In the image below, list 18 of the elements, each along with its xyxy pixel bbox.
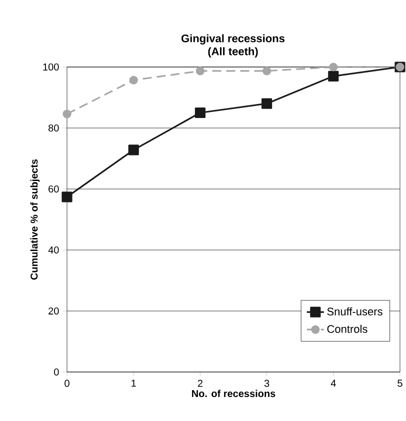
y-tick-label: 20 [48, 307, 59, 315]
y-tick-label: 60 [48, 185, 59, 193]
chart-title: Gingival recessions [181, 34, 284, 45]
x-axis-title: No. of recessions [192, 390, 276, 398]
legend-label: Snuff-users [327, 307, 382, 316]
x-tick-label: 5 [398, 380, 402, 387]
x-tick-label: 4 [330, 380, 336, 387]
y-tick-label: 40 [48, 246, 59, 254]
x-tick-label: 0 [64, 380, 70, 387]
x-tick-label: 3 [264, 380, 270, 387]
legend-label: Controls [327, 324, 368, 333]
y-tick-label: 0 [54, 368, 59, 376]
chart-subtitle: (All teeth) [208, 47, 258, 58]
y-tick-label: 80 [48, 124, 59, 132]
y-axis-title: Cumulative % of subjects [30, 159, 40, 280]
y-tick-label: 100 [43, 63, 59, 71]
x-tick-label: 2 [198, 380, 202, 387]
x-tick-label: 1 [132, 380, 136, 387]
